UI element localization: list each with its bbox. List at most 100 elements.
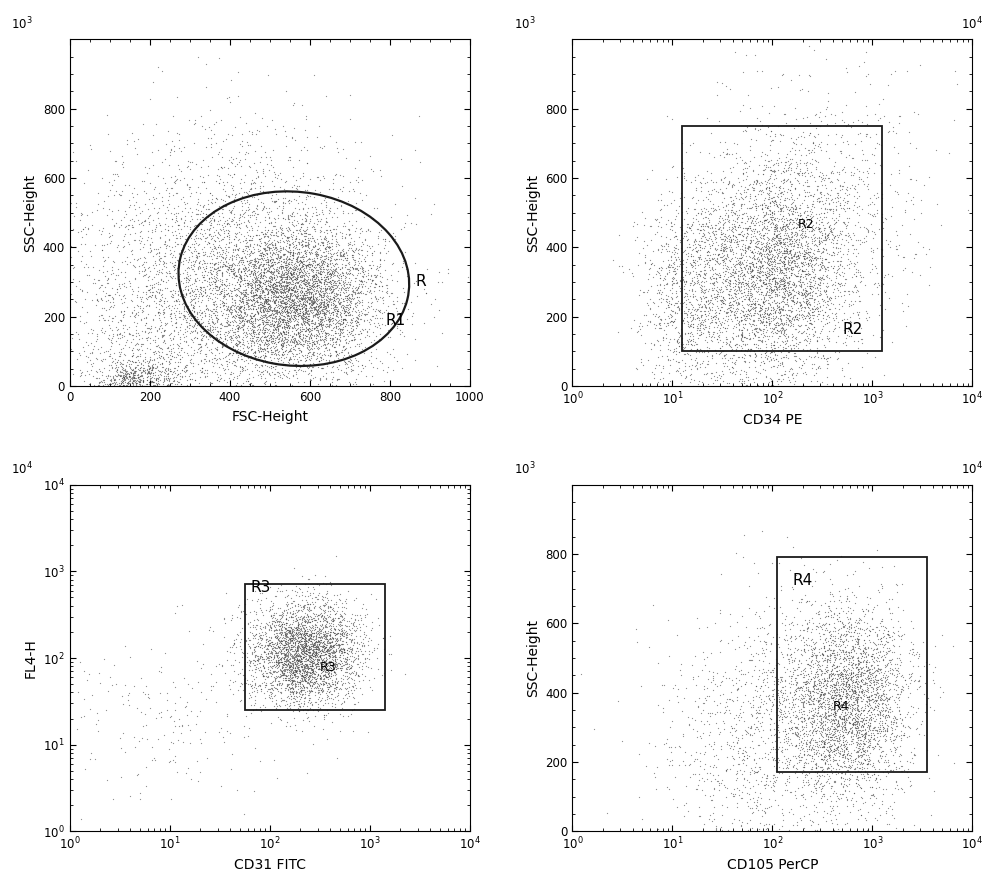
Point (78, 227, 94, 241)
Point (318, 327, 334, 341)
Point (87, 276, 103, 291)
Point (282, 349, 298, 364)
Point (267, 640, 283, 654)
Point (739, 226, 755, 240)
Point (691, 251, 707, 265)
Point (767, 317, 783, 332)
Point (229, 287, 245, 301)
Point (178, 288, 194, 302)
Point (840, 581, 856, 596)
Point (815, 762, 831, 776)
Point (321, 383, 337, 397)
Point (750, 714, 766, 728)
Point (321, 292, 337, 306)
Point (747, 297, 763, 311)
Point (788, 200, 804, 214)
Point (98, 386, 114, 400)
Point (825, 743, 841, 757)
Point (656, 323, 672, 337)
Point (173, 211, 189, 225)
Point (94, 321, 110, 335)
Point (887, 711, 903, 725)
Point (127, 202, 143, 216)
Point (789, 291, 805, 305)
Point (197, 273, 213, 287)
Point (231, 217, 247, 231)
Point (170, 254, 186, 268)
Point (289, 641, 305, 655)
Point (257, 349, 273, 364)
Point (218, 348, 234, 363)
Point (834, 697, 850, 711)
Point (710, 767, 726, 781)
Point (336, 299, 352, 313)
Point (224, 292, 240, 306)
Point (823, 758, 839, 773)
Point (695, 645, 711, 660)
Point (787, 197, 803, 212)
Point (304, 300, 320, 315)
Point (851, 616, 867, 630)
Point (322, 243, 338, 257)
Point (302, 609, 318, 623)
Point (801, 676, 817, 690)
Point (260, 642, 276, 656)
Point (689, 303, 705, 317)
Point (850, 668, 866, 682)
Point (141, 160, 157, 174)
Point (280, 653, 296, 667)
Point (734, 197, 750, 212)
Point (256, 294, 272, 308)
Point (308, 202, 324, 216)
Point (0, 228, 11, 243)
Point (339, 289, 355, 303)
Point (788, 322, 804, 336)
Point (67, 392, 83, 406)
Point (298, 226, 314, 240)
Point (308, 268, 324, 282)
Point (277, 657, 293, 671)
Point (742, 260, 758, 274)
Point (777, 235, 793, 249)
Point (263, 264, 279, 278)
Point (841, 299, 857, 313)
Point (272, 306, 288, 320)
Point (230, 599, 246, 613)
Point (853, 673, 869, 687)
Point (155, 453, 171, 467)
Point (800, 711, 816, 725)
Point (94, 368, 110, 382)
Point (291, 581, 307, 595)
Point (293, 609, 309, 623)
Point (299, 322, 315, 336)
Point (336, 245, 352, 260)
Point (757, 148, 773, 162)
Point (339, 305, 355, 319)
Point (826, 730, 842, 744)
Point (922, 700, 938, 714)
Point (113, 341, 129, 356)
Point (374, 669, 390, 683)
Point (267, 334, 283, 348)
Point (839, 763, 855, 777)
Point (255, 310, 271, 324)
Point (129, 380, 145, 394)
Point (265, 637, 281, 652)
Point (646, 337, 662, 351)
Point (773, 743, 789, 757)
Point (309, 656, 325, 670)
Point (278, 621, 294, 636)
Point (836, 198, 852, 212)
Point (187, 316, 203, 331)
Point (252, 303, 268, 317)
Point (742, 143, 758, 157)
Point (710, 248, 726, 262)
Point (134, 364, 150, 379)
Point (339, 251, 355, 265)
Point (243, 253, 259, 268)
Point (347, 161, 363, 175)
Point (340, 275, 356, 289)
Point (817, 749, 833, 764)
Point (853, 807, 869, 821)
Point (247, 255, 263, 269)
